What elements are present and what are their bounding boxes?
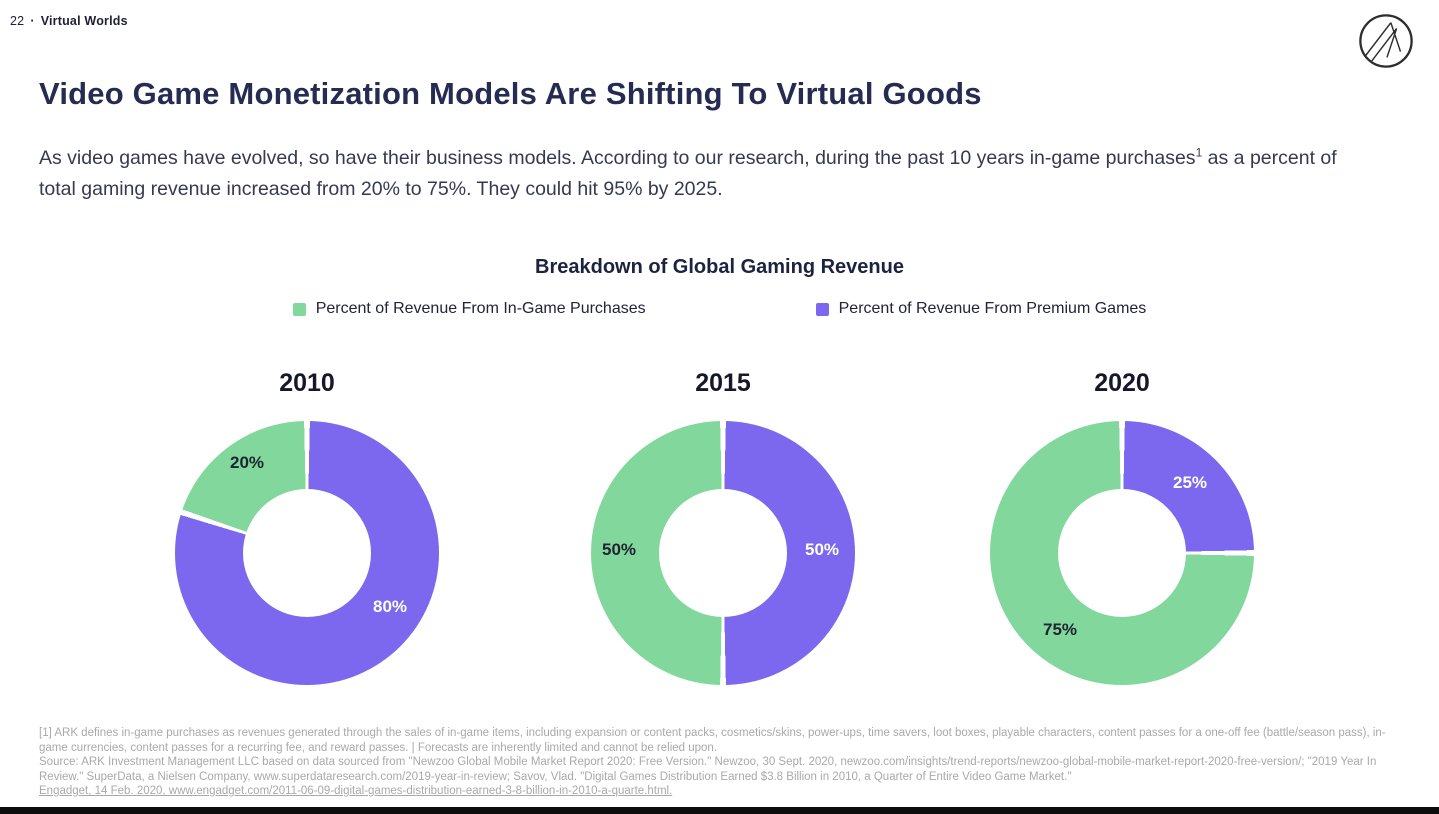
legend-swatch-purple-icon [815, 302, 829, 316]
chart-legend: Percent of Revenue From In-Game Purchase… [0, 300, 1439, 318]
intro-text-before: As video games have evolved, so have the… [39, 147, 1196, 169]
legend-item-premium: Percent of Revenue From Premium Games [815, 300, 1147, 318]
legend-label-in-game: Percent of Revenue From In-Game Purchase… [315, 300, 646, 317]
donut-hole [1058, 489, 1186, 617]
slice-label-in-game-2010: 20% [229, 453, 265, 472]
breadcrumb: 22 · Virtual Worlds [10, 14, 128, 28]
footnote-source: Source: ARK Investment Management LLC ba… [39, 755, 1405, 799]
slice-label-premium-2020: 25% [1172, 473, 1208, 492]
section-title: Virtual Worlds [40, 14, 128, 28]
donut-year-2015: 2015 [695, 369, 751, 397]
donut-hole [243, 489, 371, 617]
donut-chart-2015: 50% 50% [591, 421, 855, 685]
footnote-definition: [1] ARK defines in-game purchases as rev… [39, 727, 1386, 754]
page-number: 22 [10, 14, 25, 28]
footnote-source-text: Source: ARK Investment Management LLC ba… [39, 756, 1377, 783]
legend-swatch-green-icon [292, 302, 306, 316]
slice-label-premium-2010: 80% [372, 597, 408, 616]
footnotes: [1] ARK defines in-game purchases as rev… [39, 726, 1405, 799]
ark-logo-icon [1357, 12, 1415, 70]
donut-group-2015: 2015 50% 50% [591, 365, 855, 705]
donut-group-2020: 2020 75% 25% [990, 365, 1254, 705]
slice-label-in-game-2015: 50% [601, 540, 637, 559]
intro-text-after: as a percent of total gaming revenue inc… [39, 147, 1337, 200]
footnote-engadget-link[interactable]: Engadget, 14 Feb. 2020, www.engadget.com… [39, 785, 673, 797]
donut-chart-row: 2010 20% 80% 2015 50% 50% 2020 75% 25% [0, 365, 1439, 705]
donut-chart-2020: 75% 25% [990, 421, 1254, 685]
footnote-marker: 1 [1195, 145, 1203, 160]
slice-label-in-game-2020: 75% [1042, 620, 1078, 639]
donut-chart-2010: 20% 80% [175, 421, 439, 685]
separator-dot: · [30, 14, 35, 28]
donut-year-2010: 2010 [279, 369, 335, 397]
chart-title: Breakdown of Global Gaming Revenue [535, 256, 904, 278]
slice-label-premium-2015: 50% [804, 540, 840, 559]
legend-item-in-game: Percent of Revenue From In-Game Purchase… [292, 300, 646, 318]
intro-paragraph: As video games have evolved, so have the… [39, 143, 1339, 205]
donut-year-2020: 2020 [1094, 369, 1150, 397]
legend-label-premium: Percent of Revenue From Premium Games [838, 300, 1147, 317]
page-title: Video Game Monetization Models Are Shift… [39, 76, 982, 111]
donut-group-2010: 2010 20% 80% [175, 365, 439, 705]
bottom-bar [0, 807, 1439, 814]
donut-hole [659, 489, 787, 617]
